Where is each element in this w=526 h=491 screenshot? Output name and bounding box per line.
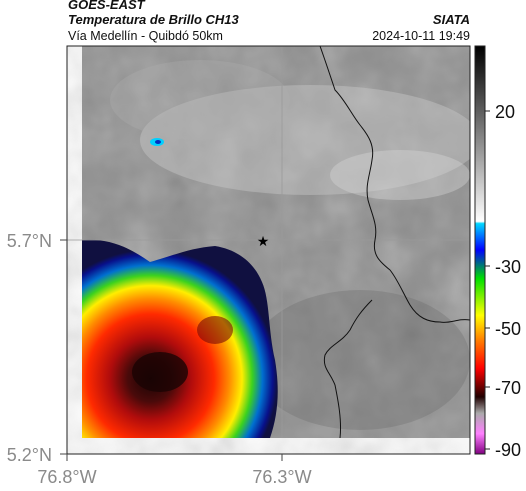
- storm-core: [132, 352, 188, 392]
- region-label: Vía Medellín - Quibdó 50km: [68, 29, 223, 43]
- colorbar-tick-label: 20: [495, 102, 515, 122]
- map-border: [66, 45, 471, 455]
- bright-cloud-band: [140, 85, 470, 195]
- border-line-south: [323, 299, 373, 439]
- colorbar-tick-label: -70: [495, 378, 521, 398]
- colorbar: [474, 45, 486, 455]
- lat-tick-label: 5.7°N: [7, 231, 52, 251]
- storm-cell: [82, 239, 278, 438]
- timestamp-label: 2024-10-11 19:49: [372, 29, 470, 43]
- bright-cloud-patch: [330, 150, 470, 200]
- border-line-east: [319, 46, 470, 323]
- product-title: Temperatura de Brillo CH13: [68, 12, 239, 27]
- brand-label: SIATA: [432, 12, 470, 27]
- cold-spot-core: [155, 140, 161, 144]
- dark-cloud-patch: [250, 290, 470, 430]
- colorbar-tick-label: -50: [495, 319, 521, 339]
- lon-tick-label: 76.3°W: [252, 467, 311, 487]
- colorbar-tick-label: -30: [495, 257, 521, 277]
- lon-tick-label: 76.8°W: [37, 467, 96, 487]
- cloud-patch: [110, 60, 290, 140]
- storm-core-secondary: [197, 316, 233, 344]
- lat-tick-label: 5.2°N: [7, 445, 52, 465]
- satellite-title: GOES-EAST: [68, 0, 145, 12]
- colorbar-tick-label: -90: [495, 440, 521, 460]
- location-marker-icon: ★: [257, 233, 270, 249]
